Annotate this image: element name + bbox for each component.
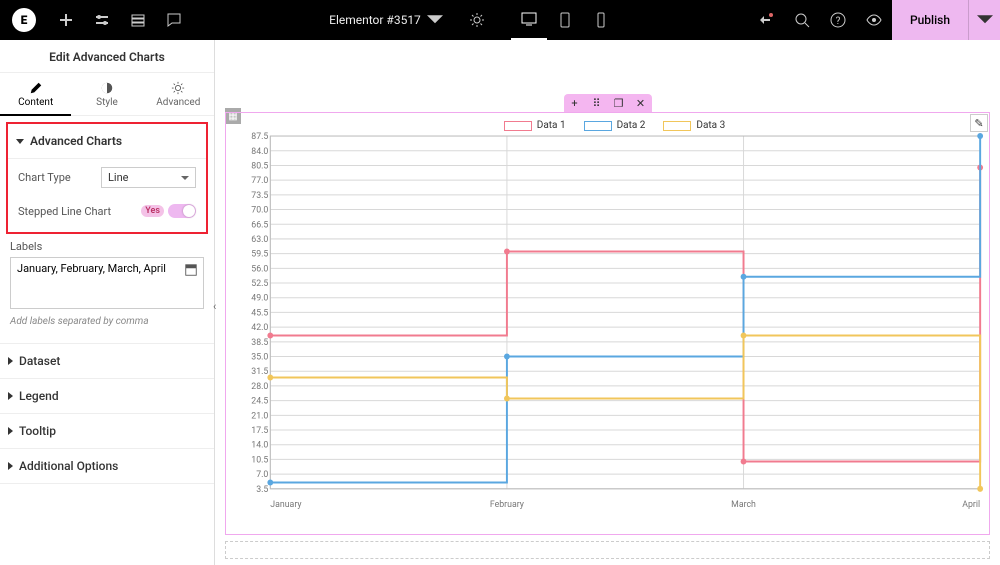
highlighted-section: Advanced Charts Chart Type Line Stepped … [6, 122, 208, 234]
widget-duplicate-button[interactable]: ❐ [608, 94, 630, 112]
help-button[interactable]: ? [820, 0, 856, 40]
add-section-placeholder[interactable] [225, 541, 990, 559]
widget-delete-button[interactable]: ✕ [630, 94, 652, 112]
svg-text:3.5: 3.5 [256, 485, 268, 495]
publish-button[interactable]: Publish [892, 0, 968, 40]
site-settings-button[interactable] [84, 0, 120, 40]
svg-text:21.0: 21.0 [251, 411, 268, 421]
section-legend[interactable]: Legend [0, 379, 214, 414]
svg-text:59.5: 59.5 [251, 250, 268, 260]
svg-text:66.5: 66.5 [251, 220, 268, 230]
svg-text:35.0: 35.0 [251, 352, 268, 362]
device-tablet-tab[interactable] [547, 0, 583, 40]
svg-text:March: March [731, 500, 756, 510]
svg-text:52.5: 52.5 [251, 279, 268, 289]
page-settings-button[interactable] [459, 0, 495, 40]
svg-text:January: January [270, 500, 302, 510]
svg-text:7.0: 7.0 [256, 470, 268, 480]
svg-text:84.0: 84.0 [251, 147, 268, 157]
device-desktop-tab[interactable] [511, 0, 547, 40]
svg-text:42.0: 42.0 [251, 323, 268, 333]
topbar: E Elementor #3517 ? Publish [0, 0, 1000, 40]
section-tooltip[interactable]: Tooltip [0, 414, 214, 449]
tab-content[interactable]: Content [0, 73, 71, 116]
editor-sidebar: Edit Advanced Charts Content Style Advan… [0, 40, 215, 565]
whats-new-button[interactable] [748, 0, 784, 40]
labels-textarea[interactable] [10, 257, 204, 309]
svg-text:87.5: 87.5 [251, 132, 268, 142]
section-advanced-charts[interactable]: Advanced Charts [8, 124, 206, 159]
svg-text:31.5: 31.5 [251, 367, 268, 377]
svg-text:63.0: 63.0 [251, 235, 268, 245]
svg-text:45.5: 45.5 [251, 308, 268, 318]
control-stepped: Stepped Line Chart Yes [8, 196, 206, 226]
svg-text:April: April [962, 500, 980, 510]
control-chart-type: Chart Type Line [8, 159, 206, 196]
device-mobile-tab[interactable] [583, 0, 619, 40]
svg-text:38.5: 38.5 [251, 338, 268, 348]
section-additional[interactable]: Additional Options [0, 449, 214, 484]
page-title: Elementor #3517 [329, 13, 421, 27]
svg-text:17.5: 17.5 [251, 426, 268, 436]
section-dataset[interactable]: Dataset [0, 343, 214, 379]
chart-area: 3.5 7.0 10.5 14.0 17.5 21.0 24.5 28.0 31.5 35.0 38… [243, 130, 986, 513]
pencil-icon [29, 81, 43, 95]
svg-text:73.5: 73.5 [251, 191, 268, 201]
notes-button[interactable] [156, 0, 192, 40]
preview-button[interactable] [856, 0, 892, 40]
svg-text:49.0: 49.0 [251, 294, 268, 304]
page-title-dropdown[interactable]: Elementor #3517 [321, 8, 451, 32]
svg-text:?: ? [836, 16, 841, 27]
editor-canvas: ‹ + ⠿ ❐ ✕ ▦ ✎ Data 1Data 2Data 3 3.57.01… [215, 40, 1000, 565]
widget-add-button[interactable]: + [564, 94, 586, 112]
sidebar-title: Edit Advanced Charts [0, 40, 214, 73]
finder-button[interactable] [784, 0, 820, 40]
svg-text:24.5: 24.5 [251, 397, 268, 407]
svg-text:80.5: 80.5 [251, 161, 268, 171]
stepped-toggle[interactable] [168, 204, 196, 218]
dynamic-tags-icon[interactable] [184, 263, 198, 277]
svg-text:10.5: 10.5 [251, 455, 268, 465]
publish-options-button[interactable] [968, 0, 1000, 40]
elementor-logo[interactable]: E [12, 8, 36, 32]
add-element-button[interactable] [48, 0, 84, 40]
widget-drag-handle[interactable]: ⠿ [586, 94, 608, 112]
structure-button[interactable] [120, 0, 156, 40]
chart-type-select[interactable]: Line [101, 167, 196, 188]
tab-advanced[interactable]: Advanced [143, 73, 214, 116]
tab-style[interactable]: Style [71, 73, 142, 116]
svg-text:77.0: 77.0 [251, 176, 268, 186]
svg-text:70.0: 70.0 [251, 205, 268, 215]
gear-icon [171, 81, 185, 95]
control-labels: Labels Add labels separated by comma [0, 234, 214, 333]
svg-text:14.0: 14.0 [251, 441, 268, 451]
widget-toolbar: + ⠿ ❐ ✕ [564, 94, 652, 112]
svg-text:February: February [490, 500, 525, 510]
svg-text:56.0: 56.0 [251, 264, 268, 274]
svg-text:28.0: 28.0 [251, 382, 268, 392]
style-icon [100, 81, 114, 95]
collapse-panel-button[interactable]: ‹ [213, 300, 216, 313]
